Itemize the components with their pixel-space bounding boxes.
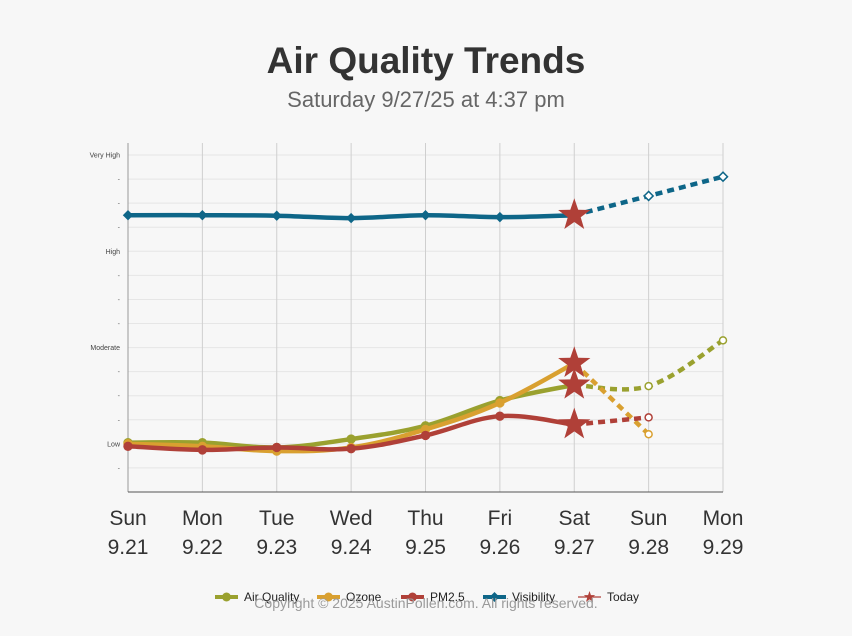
y-level-label: Moderate xyxy=(90,345,120,352)
data-point xyxy=(420,209,431,221)
y-minor-tick-label: - xyxy=(118,417,121,424)
data-point xyxy=(197,445,208,455)
y-minor-tick-label: - xyxy=(118,177,121,184)
chart-axes xyxy=(127,143,723,493)
x-tick-day: Thu xyxy=(407,507,443,530)
data-point xyxy=(643,190,655,202)
data-point xyxy=(346,443,356,454)
x-tick-date: 9.22 xyxy=(182,536,223,559)
data-point xyxy=(495,398,505,408)
x-tick-day: Sun xyxy=(630,507,667,530)
x-tick-day: Mon xyxy=(182,507,223,530)
y-level-label: Low xyxy=(107,441,121,448)
data-point xyxy=(644,413,653,422)
data-point xyxy=(644,429,653,439)
x-tick-day: Sat xyxy=(558,507,590,530)
legend-label: PM2.5 xyxy=(430,590,465,604)
x-tick-day: Fri xyxy=(488,507,513,530)
legend-label: Air Quality xyxy=(244,590,299,604)
series-visibility xyxy=(122,171,729,224)
data-point xyxy=(271,210,282,221)
legend-diamond-icon xyxy=(489,592,500,602)
data-point xyxy=(197,209,208,221)
legend-label: Visibility xyxy=(512,590,555,604)
x-tick-date: 9.29 xyxy=(703,536,744,559)
legend-label: Today xyxy=(607,590,639,604)
y-minor-tick-label: - xyxy=(118,273,121,280)
data-point xyxy=(122,209,134,221)
legend-dot-icon xyxy=(222,592,231,602)
y-minor-tick-label: - xyxy=(118,201,121,208)
chart-title: Air Quality Trends xyxy=(266,40,586,81)
data-point xyxy=(272,442,282,453)
x-tick-date: 9.21 xyxy=(108,536,149,559)
data-point xyxy=(644,381,653,391)
y-level-label: Very High xyxy=(90,153,120,160)
y-minor-tick-label: - xyxy=(118,369,121,376)
x-tick-date: 9.23 xyxy=(256,536,297,559)
legend-item-ozone: Ozone xyxy=(317,590,382,604)
y-minor-tick-label: - xyxy=(118,297,121,304)
legend-item-pm2-5: PM2.5 xyxy=(401,590,465,604)
x-tick-date: 9.27 xyxy=(554,536,595,559)
x-tick-date: 9.26 xyxy=(479,536,520,559)
today-star xyxy=(558,367,591,399)
data-point xyxy=(494,211,506,223)
x-tick-day: Sun xyxy=(109,507,146,530)
today-star xyxy=(558,346,591,377)
today-star xyxy=(558,198,591,229)
data-point xyxy=(420,430,431,441)
legend-item-air-quality: Air Quality xyxy=(215,590,299,604)
legend-item-visibility: Visibility xyxy=(483,590,555,604)
x-tick-day: Mon xyxy=(703,507,744,530)
x-tick-day: Wed xyxy=(330,507,373,530)
data-point xyxy=(123,441,133,451)
axis-labels: - Low - - - Moderate - - - High - - - Very High Sun 9.2… xyxy=(90,153,744,559)
chart-legend: Air Quality Ozone PM2.5 Visibility Today xyxy=(215,590,639,604)
today-star xyxy=(558,407,591,439)
chart-subtitle: Saturday 9/27/25 at 4:37 pm xyxy=(287,87,565,112)
x-tick-day: Tue xyxy=(259,507,294,530)
x-tick-date: 9.28 xyxy=(628,536,669,559)
legend-star-icon xyxy=(583,591,596,602)
x-tick-date: 9.25 xyxy=(405,536,446,559)
legend-dot-icon xyxy=(408,592,417,602)
data-point xyxy=(717,171,729,183)
data-point xyxy=(345,212,357,224)
data-point xyxy=(346,434,356,444)
y-minor-tick-label: - xyxy=(118,393,121,400)
today-markers xyxy=(558,198,591,439)
legend-label: Ozone xyxy=(346,590,382,604)
chart-grid xyxy=(127,143,724,492)
y-minor-tick-label: - xyxy=(118,225,121,232)
chart-series xyxy=(122,171,729,456)
y-minor-tick-label: - xyxy=(118,465,121,472)
data-point xyxy=(495,411,505,421)
series-line-forecast xyxy=(572,361,651,436)
y-minor-tick-label: - xyxy=(118,321,121,328)
legend-dot-icon xyxy=(324,592,333,602)
legend-item-today: Today xyxy=(578,590,639,604)
x-tick-date: 9.24 xyxy=(331,536,372,559)
data-point xyxy=(718,336,728,345)
copyright-notice: Copyright © 2025 AustinPollen.com. All r… xyxy=(254,595,598,611)
y-level-label: High xyxy=(106,249,121,256)
